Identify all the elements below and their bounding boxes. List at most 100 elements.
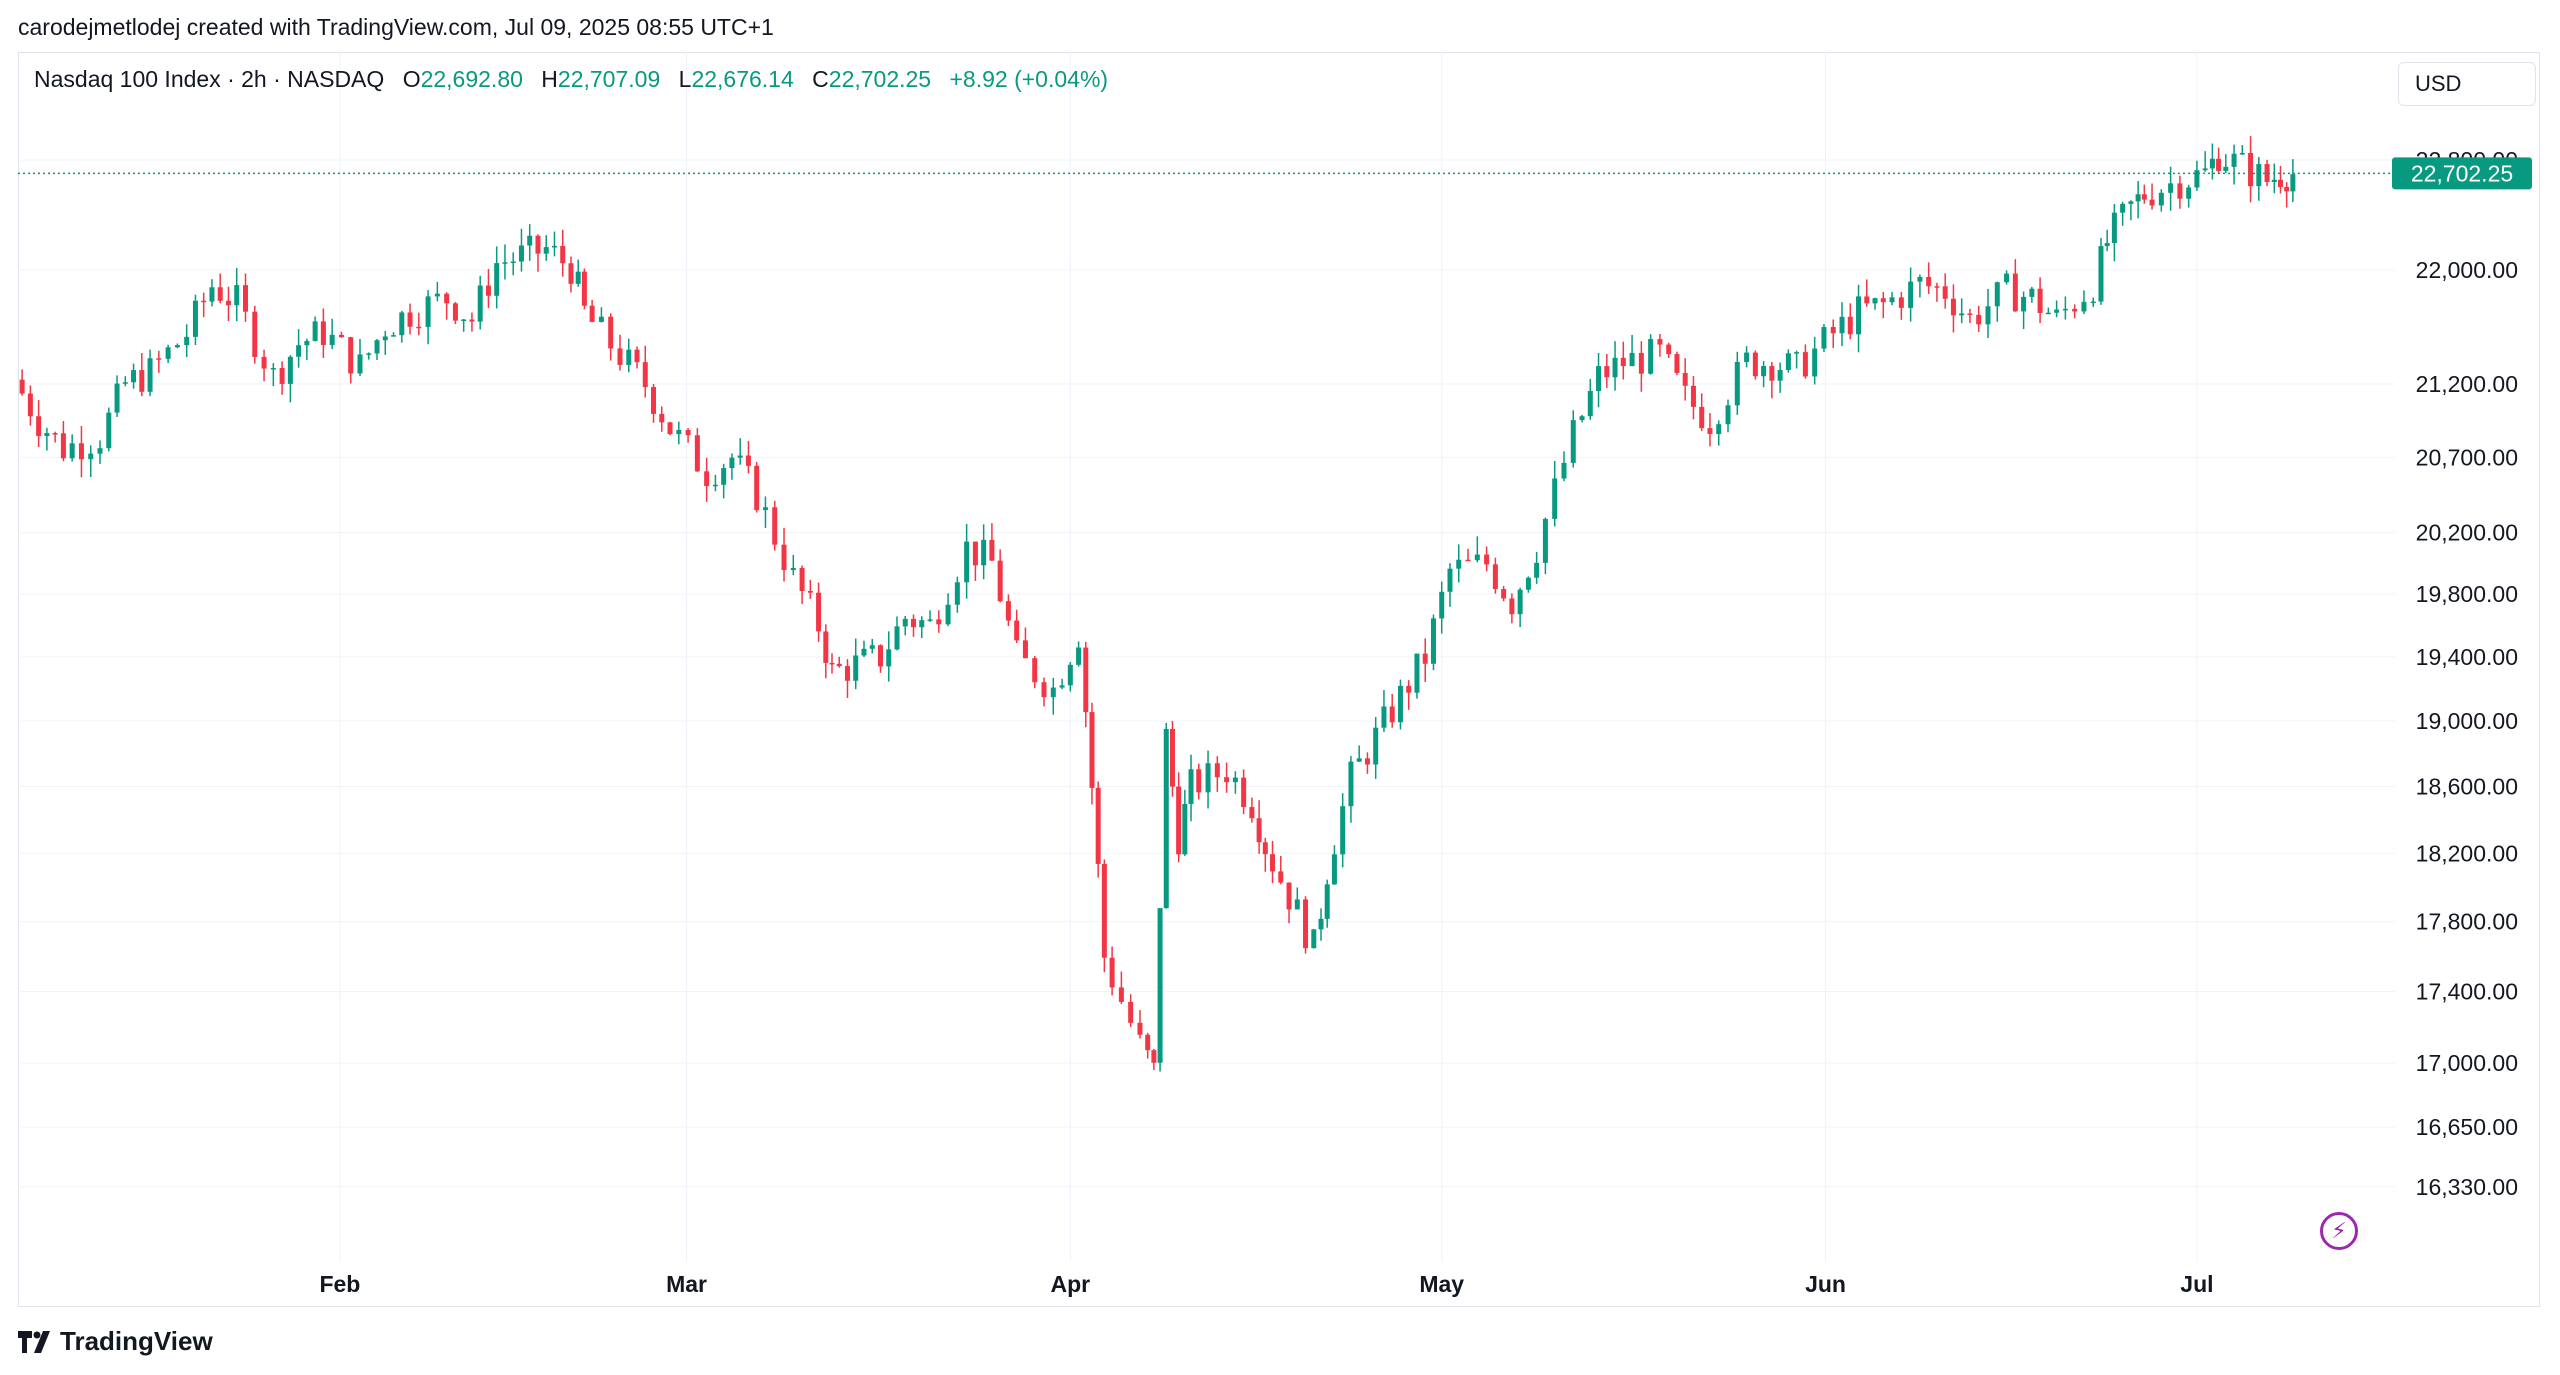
- candle-up: [737, 455, 743, 458]
- candle-up: [676, 429, 682, 435]
- candle-down: [2216, 158, 2222, 171]
- candle-up: [357, 354, 363, 374]
- candle-down: [485, 285, 491, 296]
- y-tick-label: 21,200.00: [2416, 371, 2518, 397]
- candle-up: [1373, 727, 1379, 765]
- candle-down: [1364, 758, 1370, 765]
- candle-up: [1331, 854, 1337, 885]
- candle-up: [1163, 728, 1169, 909]
- candle-up: [1821, 327, 1827, 349]
- candle-up: [1397, 685, 1403, 723]
- candle-up: [1059, 685, 1065, 688]
- candle-down: [1802, 352, 1808, 377]
- candle-up: [2223, 166, 2229, 171]
- x-tick-label: Mar: [666, 1271, 707, 1297]
- candle-down: [60, 433, 66, 459]
- candle-down: [1083, 647, 1089, 713]
- close-label: C: [812, 66, 829, 92]
- candle-down: [444, 293, 450, 304]
- candle-down: [1620, 357, 1626, 367]
- candle-up: [1761, 366, 1767, 377]
- candle-down: [1118, 987, 1124, 1002]
- lightning-icon[interactable]: ⚡: [2320, 1212, 2358, 1250]
- candle-up: [1348, 761, 1354, 807]
- candle-up: [2054, 309, 2060, 313]
- candle-up: [1561, 462, 1567, 479]
- candle-up: [902, 618, 908, 627]
- candle-up: [1777, 369, 1783, 381]
- candle-down: [1484, 554, 1490, 565]
- candle-up: [2168, 183, 2174, 193]
- candle-down: [608, 316, 614, 349]
- candle-down: [535, 235, 541, 254]
- candle-up: [869, 645, 875, 649]
- candle-down: [1657, 339, 1663, 345]
- candle-up: [1889, 297, 1895, 303]
- candle-down: [1926, 276, 1932, 287]
- y-tick-label: 20,700.00: [2416, 444, 2518, 470]
- candle-down: [1014, 620, 1020, 641]
- candle-up: [312, 321, 318, 341]
- candle-up: [1629, 352, 1635, 367]
- candle-down: [1089, 712, 1095, 788]
- candle-down: [279, 367, 285, 384]
- y-tick-label: 18,600.00: [2416, 773, 2518, 799]
- tradingview-logo: TradingView: [18, 1326, 213, 1357]
- candle-down: [252, 311, 258, 357]
- x-tick-label: Jun: [1805, 1271, 1846, 1297]
- candle-down: [560, 245, 566, 264]
- candle-down: [1666, 344, 1672, 355]
- candle-down: [989, 539, 995, 561]
- candle-up: [44, 433, 50, 437]
- candle-down: [704, 471, 710, 487]
- candle-up: [945, 604, 951, 625]
- candle-down: [139, 370, 145, 392]
- candle-down: [1674, 354, 1680, 373]
- currency-selector[interactable]: USD: [2398, 62, 2536, 106]
- candle-up: [729, 457, 735, 469]
- candle-down: [694, 435, 700, 472]
- y-tick-label: 19,800.00: [2416, 581, 2518, 607]
- candle-up: [1596, 366, 1602, 392]
- candle-down: [156, 358, 162, 360]
- candle-down: [2149, 199, 2155, 206]
- candle-down: [1604, 366, 1610, 378]
- candle-up: [2158, 192, 2164, 206]
- attribution-text: carodejmetlodej created with TradingView…: [18, 14, 774, 40]
- candle-up: [1794, 352, 1800, 354]
- candle-down: [911, 618, 917, 628]
- candle-up: [209, 287, 215, 302]
- y-tick-label: 17,000.00: [2416, 1050, 2518, 1076]
- candle-down: [1005, 601, 1011, 621]
- candle-up: [114, 383, 120, 413]
- y-tick-label: 20,200.00: [2416, 520, 2518, 546]
- candle-down: [581, 271, 587, 306]
- candle-up: [2029, 288, 2035, 297]
- candle-up: [1430, 618, 1436, 664]
- candle-down: [1278, 871, 1284, 883]
- candle-down: [1682, 372, 1688, 386]
- candle-down: [1934, 286, 1940, 288]
- candle-down: [1137, 1022, 1143, 1035]
- low-value: 22,676.14: [691, 66, 794, 92]
- candle-down: [338, 334, 344, 338]
- candle-up: [1340, 806, 1346, 855]
- candle-down: [568, 263, 574, 284]
- candle-up: [762, 507, 768, 511]
- x-tick-label: Apr: [1051, 1271, 1091, 1297]
- candle-down: [1422, 653, 1428, 664]
- candle-up: [1324, 884, 1330, 919]
- candle-down: [642, 362, 648, 388]
- candle-down: [201, 300, 207, 303]
- candle-down: [1492, 564, 1498, 590]
- brand-name: TradingView: [60, 1326, 213, 1356]
- candle-up: [165, 347, 171, 359]
- candle-down: [1509, 598, 1515, 615]
- candle-up: [2098, 246, 2104, 302]
- candle-down: [1707, 428, 1713, 435]
- candle-down: [1769, 366, 1775, 381]
- candle-down: [1501, 589, 1507, 599]
- candle-up: [1994, 282, 2000, 307]
- candle-down: [1262, 842, 1268, 855]
